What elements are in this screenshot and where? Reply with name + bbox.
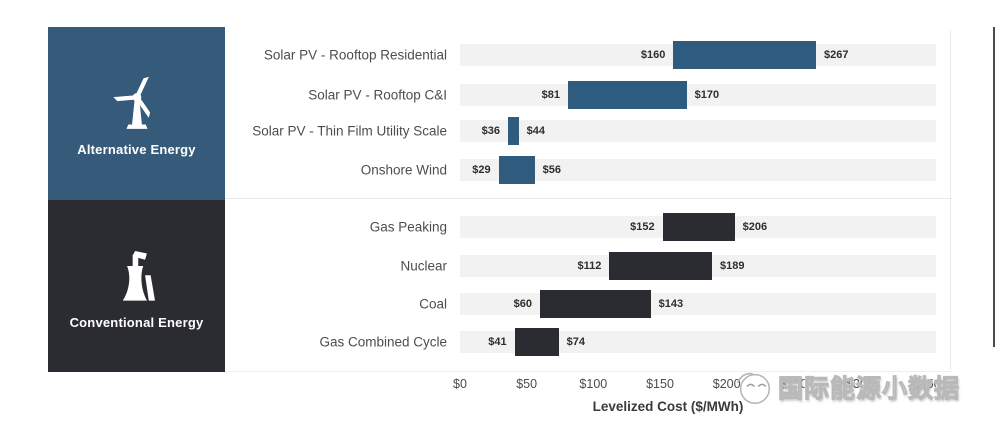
row-label: Solar PV - Rooftop C&I <box>308 87 447 103</box>
row-label: Onshore Wind <box>360 162 447 178</box>
table-row: Gas Peaking $152 $206 <box>0 208 996 246</box>
x-axis-tick: $150 <box>646 377 674 391</box>
x-axis-tick: $300 <box>846 377 874 391</box>
table-row: Solar PV - Rooftop C&I $81 $170 <box>0 76 996 114</box>
row-label: Gas Peaking <box>369 219 447 235</box>
range-bar <box>498 156 535 184</box>
range-bar <box>568 81 687 109</box>
range-bar <box>514 328 559 356</box>
max-value-label: $267 <box>824 49 849 61</box>
table-row: Solar PV - Rooftop Residential $160 $267 <box>0 36 996 74</box>
group-panel-alternative-energy: Alternative Energy <box>48 27 225 200</box>
group-panel-conventional-energy: Conventional Energy <box>48 200 225 372</box>
x-axis-title: Levelized Cost ($/MWh) <box>592 399 744 414</box>
range-bar <box>662 213 735 241</box>
min-value-label: $60 <box>513 298 532 310</box>
row-label: Solar PV - Rooftop Residential <box>263 47 447 63</box>
max-value-label: $170 <box>694 89 720 101</box>
row-label: Coal <box>419 296 447 312</box>
plot-right-border <box>950 30 951 370</box>
min-value-label: $152 <box>630 221 655 233</box>
x-axis-tick: $350 <box>912 377 941 391</box>
min-value-label: $41 <box>488 336 507 348</box>
max-value-label: $74 <box>566 336 586 348</box>
x-axis-tick: $100 <box>579 377 608 391</box>
max-value-label: $206 <box>742 221 768 233</box>
group-label-alternative-energy: Alternative Energy <box>77 142 196 157</box>
max-value-label: $143 <box>658 298 684 310</box>
table-row: Solar PV - Thin Film Utility Scale $36 $… <box>0 112 996 150</box>
x-axis-tick: $0 <box>453 377 467 391</box>
max-value-label: $56 <box>542 164 562 176</box>
row-label: Gas Combined Cycle <box>319 334 447 350</box>
min-value-label: $112 <box>577 260 602 272</box>
right-edge-line <box>993 27 995 347</box>
range-bar <box>540 290 651 318</box>
min-value-label: $81 <box>541 89 560 101</box>
range-bar <box>508 117 519 145</box>
x-axis-tick: $50 <box>516 377 538 391</box>
bar-track <box>460 120 936 142</box>
bar-track <box>460 159 936 181</box>
min-value-label: $36 <box>481 125 500 137</box>
wind-turbine-icon <box>112 76 150 129</box>
row-label: Nuclear <box>400 258 447 274</box>
x-axis-tick: $250 <box>779 377 808 391</box>
bar-track <box>460 331 936 353</box>
table-row: Gas Combined Cycle $41 $74 <box>0 323 996 361</box>
plot-bottom-border <box>225 371 952 372</box>
watermark-logo-icon <box>737 372 771 404</box>
range-bar <box>609 252 712 280</box>
section-divider-line <box>225 198 952 199</box>
watermark-text: 国际能源小数据 <box>777 375 961 404</box>
max-value-label: $189 <box>720 260 745 272</box>
max-value-label: $44 <box>526 125 546 137</box>
range-bar <box>673 41 816 69</box>
x-axis-tick: $200 <box>712 377 741 391</box>
group-label-conventional-energy: Conventional Energy <box>69 314 204 330</box>
power-plant-icon <box>122 250 155 301</box>
min-value-label: $29 <box>472 164 491 176</box>
row-label: Solar PV - Thin Film Utility Scale <box>252 123 447 139</box>
table-row: Onshore Wind $29 $56 <box>0 151 996 189</box>
min-value-label: $160 <box>640 49 666 61</box>
table-row: Nuclear $112 $189 <box>0 247 996 285</box>
watermark: 国际能源小数据 <box>733 366 960 408</box>
table-row: Coal $60 $143 <box>0 285 996 323</box>
